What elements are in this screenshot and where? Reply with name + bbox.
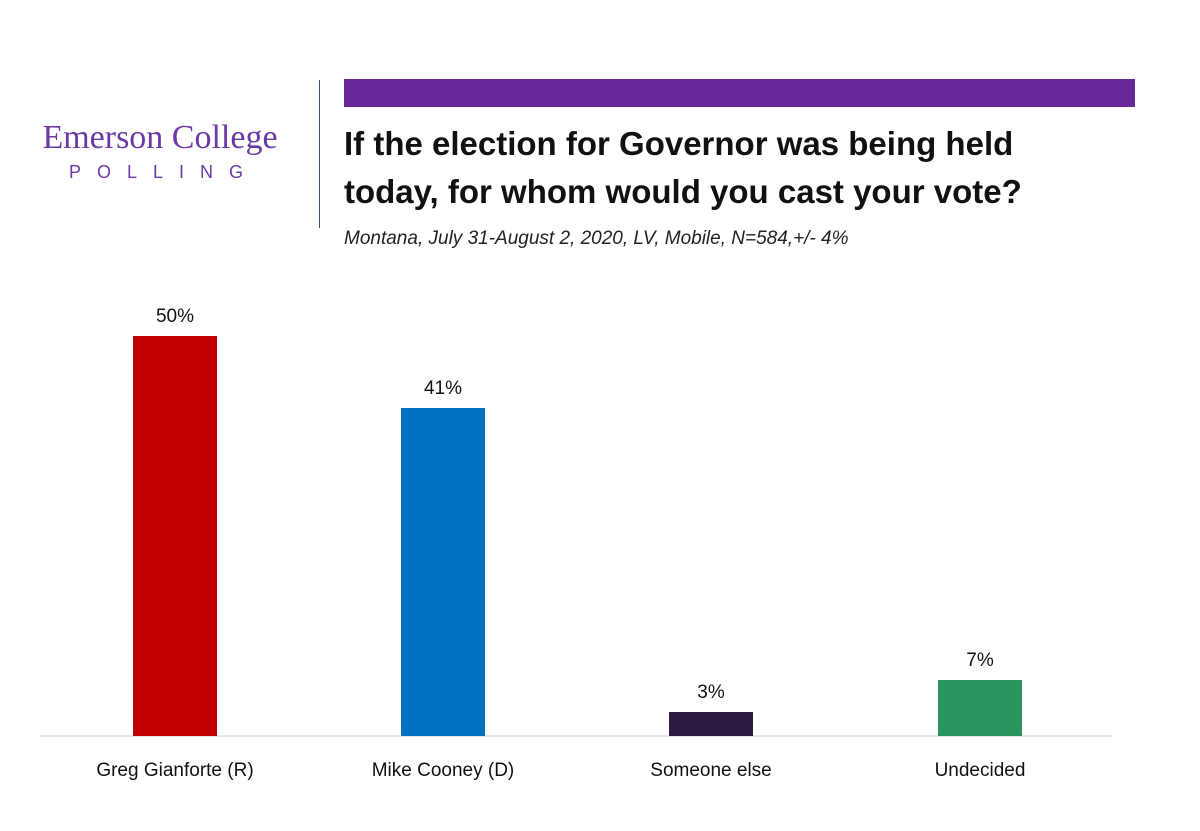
- brand-name: Emerson College: [42, 119, 278, 156]
- bar-2: [669, 712, 753, 736]
- data-label-1: 41%: [424, 378, 462, 399]
- category-label-2: Someone else: [650, 760, 771, 781]
- chart-title-line-2: today, for whom would you cast your vote…: [344, 173, 1022, 210]
- chart-title: If the election for Governor was being h…: [344, 120, 1164, 216]
- data-label-0: 50%: [156, 306, 194, 327]
- chart-title-line-1: If the election for Governor was being h…: [344, 125, 1014, 162]
- category-label-1: Mike Cooney (D): [372, 760, 515, 781]
- data-label-3: 7%: [966, 650, 994, 671]
- data-label-2: 3%: [697, 682, 725, 703]
- bar-1: [401, 408, 485, 736]
- brand-logo: Emerson College POLLING: [26, 118, 294, 184]
- header-accent-bar: [344, 79, 1135, 107]
- category-label-3: Undecided: [935, 760, 1026, 781]
- bar-0: [133, 336, 217, 736]
- bar-3: [938, 680, 1022, 736]
- brand-subname: POLLING: [68, 162, 260, 182]
- category-label-0: Greg Gianforte (R): [96, 760, 253, 781]
- header-divider: [319, 80, 320, 228]
- chart-subtitle: Montana, July 31-August 2, 2020, LV, Mob…: [344, 228, 849, 249]
